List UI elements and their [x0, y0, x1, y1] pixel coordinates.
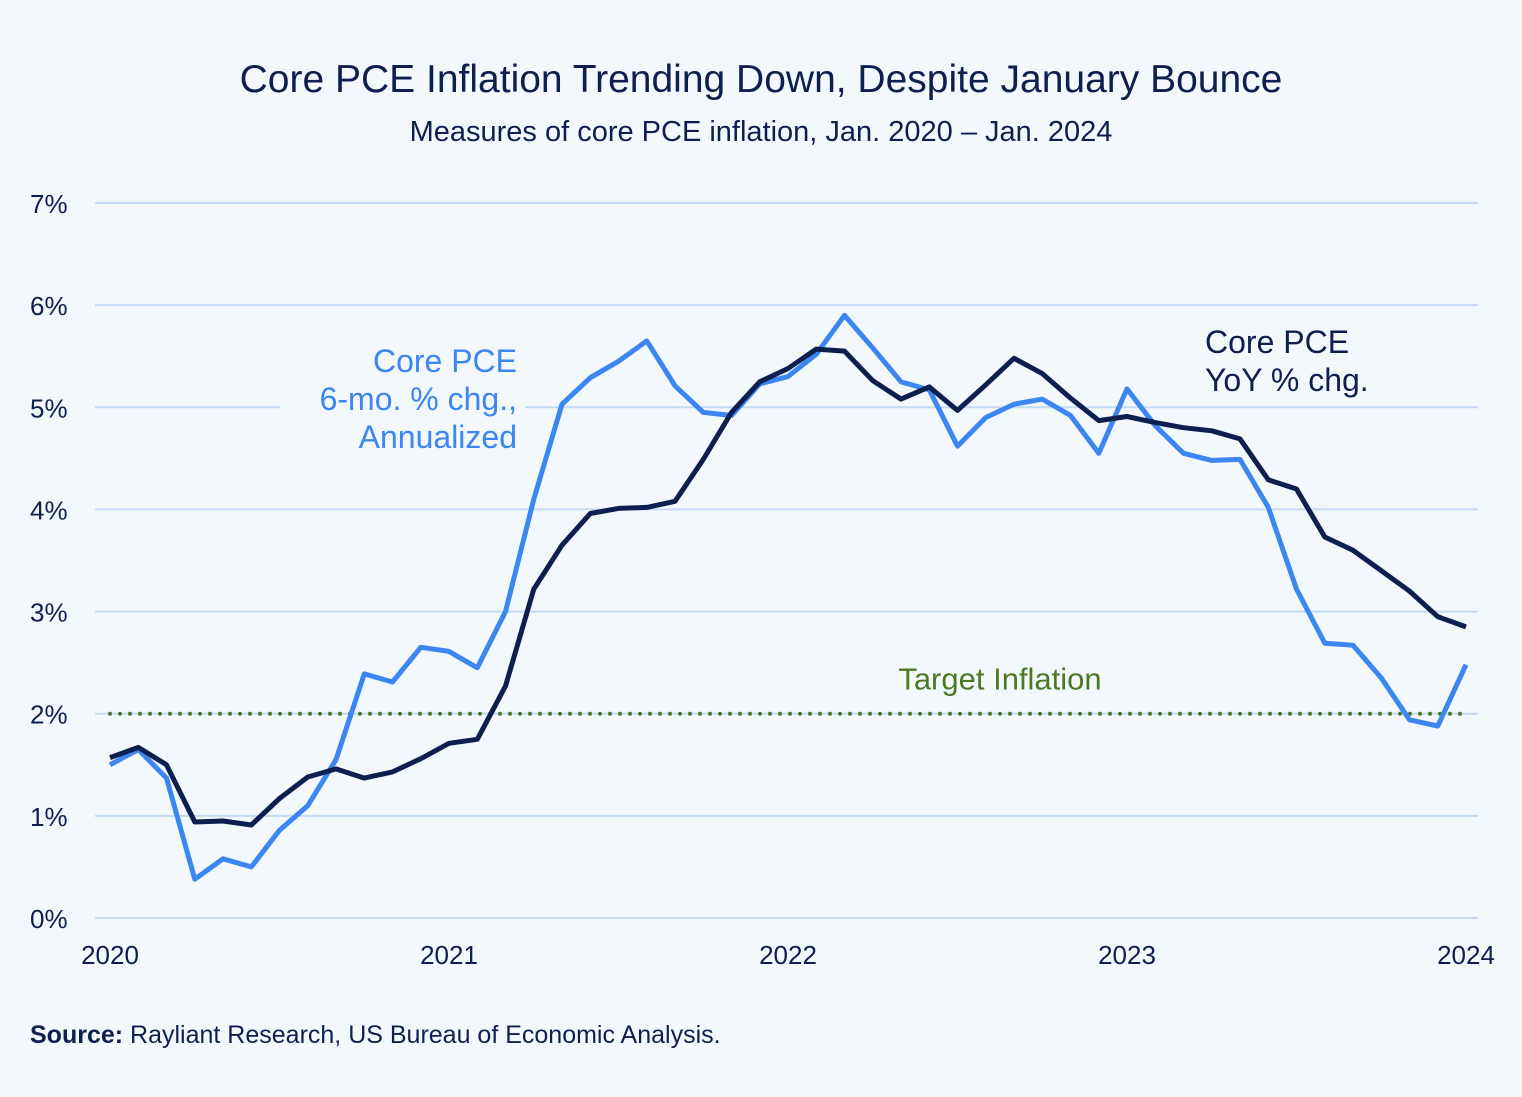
source-label: Source: [30, 1021, 123, 1049]
y-tick-label: 6% [30, 291, 68, 321]
series-label-6mo: Core PCE 6-mo. % chg., Annualized [320, 343, 517, 455]
series-label-yoy: Core PCE YoY % chg. [1205, 324, 1369, 398]
y-tick-label: 3% [30, 598, 68, 628]
y-tick-label: 5% [30, 393, 68, 423]
target-inflation-label: Target Inflation [898, 662, 1101, 697]
series-line-yoy [109, 346, 1467, 828]
target-line: Target Inflation [108, 662, 1468, 716]
y-tick-label: 2% [30, 700, 68, 730]
y-axis: 0% 1% 2% 3% 4% 5% 6% 7% [30, 189, 68, 934]
series-labels: Core PCE YoY % chg. Core PCE 6-mo. % chg., A… [280, 324, 1369, 455]
y-tick-label: 4% [30, 495, 68, 525]
y-tick-label: 7% [30, 189, 68, 219]
series-line-6mo [108, 312, 1469, 882]
x-tick-label: 2020 [81, 940, 139, 970]
x-tick-label: 2022 [759, 940, 817, 970]
chart-subtitle: Measures of core PCE inflation, Jan. 202… [410, 116, 1113, 148]
y-tick-label: 0% [30, 904, 68, 934]
x-tick-label: 2023 [1098, 940, 1156, 970]
x-axis: 2020 2021 2022 2023 2024 [81, 940, 1495, 970]
series-lines [108, 312, 1469, 882]
source-note: Source: Rayliant Research, US Bureau of … [30, 1021, 721, 1049]
source-text: Rayliant Research, US Bureau of Economic… [123, 1021, 721, 1049]
y-tick-label: 1% [30, 802, 68, 832]
x-tick-label: 2021 [420, 940, 478, 970]
x-tick-label: 2024 [1437, 940, 1495, 970]
chart-title: Core PCE Inflation Trending Down, Despit… [240, 58, 1283, 101]
